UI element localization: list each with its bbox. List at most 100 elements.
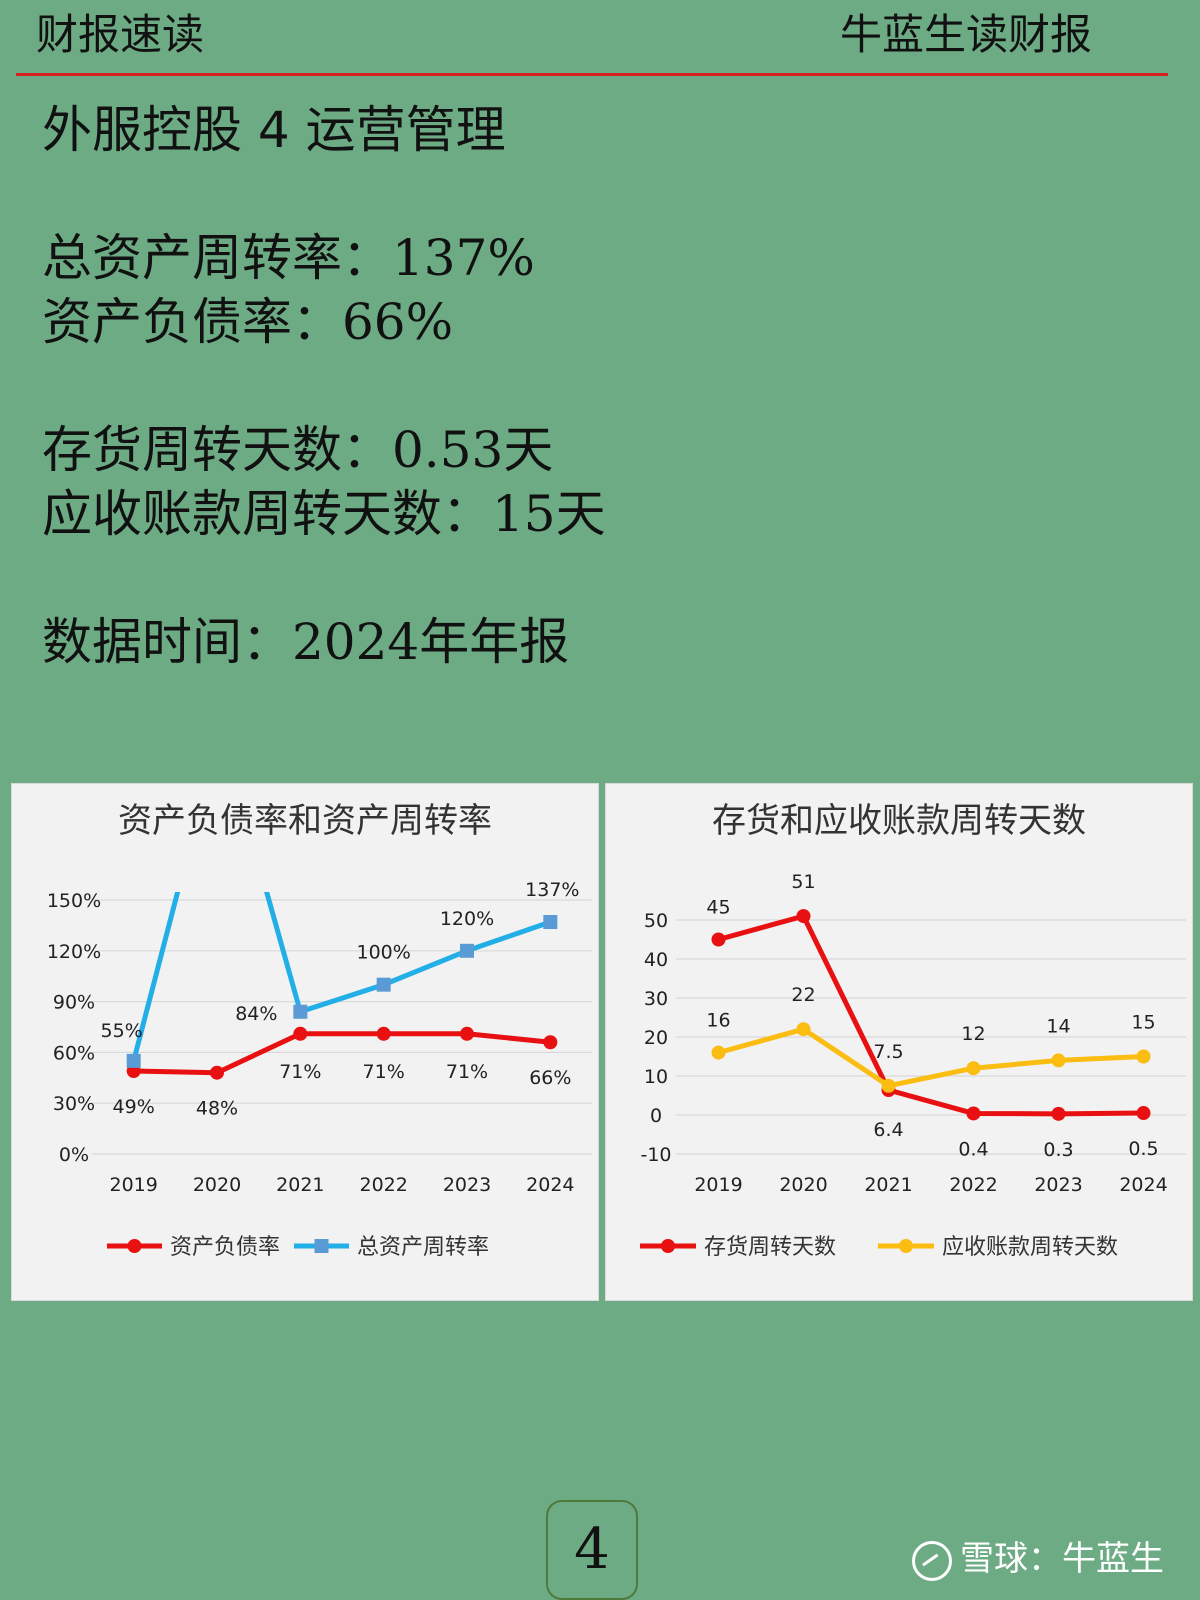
data-point	[210, 1065, 224, 1080]
data-point	[796, 1022, 811, 1037]
series-line	[717, 1026, 1144, 1089]
inventory-days-label: 存货周转天数：	[42, 421, 392, 479]
inventory-days-value: 0.53	[392, 421, 504, 479]
x-tick-label: 2020	[779, 1174, 827, 1196]
data-time-value: 2024	[292, 613, 420, 671]
data-label: 71%	[279, 1061, 321, 1083]
x-tick-label: 2024	[1119, 1174, 1167, 1196]
header-divider	[16, 73, 1168, 76]
data-label: 12	[961, 1023, 985, 1045]
legend-label: 应收账款周转天数	[942, 1235, 1118, 1260]
data-label: 71%	[446, 1061, 488, 1083]
legend-marker	[314, 1239, 329, 1253]
page-number: 4	[546, 1500, 638, 1600]
data-point	[460, 1026, 474, 1041]
x-tick-label: 2023	[1034, 1174, 1082, 1196]
data-point	[881, 1078, 896, 1093]
watermark: 雪球：牛蓝生	[912, 1536, 1164, 1582]
y-tick-label: 20	[644, 1027, 668, 1049]
legend-marker	[661, 1239, 675, 1253]
data-label: 15	[1131, 1012, 1155, 1034]
data-label: 48%	[196, 1098, 238, 1120]
y-tick-label: 0%	[59, 1144, 89, 1166]
data-label: 137%	[525, 879, 579, 901]
data-label: 66%	[529, 1067, 571, 1089]
y-tick-label: 120%	[47, 941, 101, 963]
receivable-days-value: 15	[492, 485, 556, 543]
inventory-days-line: 存货周转天数：0.53天	[42, 418, 553, 482]
x-tick-label: 2023	[443, 1174, 491, 1196]
data-label: 71%	[363, 1061, 405, 1083]
header-left-title: 财报速读	[36, 10, 205, 59]
y-tick-label: -10	[640, 1144, 671, 1166]
legend-label: 总资产周转率	[357, 1235, 489, 1260]
data-label: 0.3	[1043, 1139, 1073, 1161]
y-tick-label: 50	[644, 910, 668, 932]
y-tick-label: 150%	[47, 890, 101, 912]
data-point	[376, 977, 391, 992]
data-time-unit: 年年报	[419, 613, 570, 671]
y-tick-label: 40	[644, 949, 668, 971]
y-tick-label: 30	[644, 988, 668, 1010]
data-label: 84%	[235, 1003, 277, 1025]
chart-title: 存货和应收账款周转天数	[712, 801, 1086, 841]
y-tick-label: 30%	[53, 1093, 95, 1115]
inventory-days-unit: 天	[503, 421, 554, 479]
x-tick-label: 2024	[526, 1174, 574, 1196]
debt-ratio-line: 资产负债率：66%	[42, 290, 453, 354]
chart-turnover-days: 存货和应收账款周转天数 -10 0 10 20 30 40 50 2019 2020 2021 202…	[640, 801, 1186, 1260]
data-point	[796, 909, 811, 924]
data-point	[460, 943, 474, 958]
data-label: 22	[791, 984, 815, 1006]
data-label: 6.4	[873, 1119, 903, 1141]
total-asset-turnover-label: 总资产周转率：	[42, 229, 392, 287]
data-point	[1051, 1106, 1066, 1121]
data-point	[1051, 1053, 1066, 1068]
xueqiu-logo-icon	[912, 1540, 952, 1581]
data-point	[543, 1035, 558, 1050]
chart-title: 资产负债率和资产周转率	[118, 801, 492, 841]
debt-ratio-value: 66%	[342, 293, 454, 351]
data-point	[711, 1045, 726, 1060]
data-label: 100%	[357, 942, 411, 964]
data-label: 7.5	[873, 1041, 903, 1063]
data-point	[966, 1106, 981, 1121]
data-point	[293, 1026, 308, 1041]
y-tick-label: 60%	[53, 1042, 95, 1064]
x-tick-label: 2019	[694, 1174, 742, 1196]
data-point	[543, 915, 558, 930]
series-line	[717, 913, 1144, 1117]
data-time-line: 数据时间：2024年年报	[42, 610, 569, 674]
y-tick-label: 90%	[53, 992, 95, 1014]
total-asset-turnover-line: 总资产周转率：137%	[42, 226, 535, 290]
x-tick-label: 2022	[949, 1174, 997, 1196]
legend-label: 资产负债率	[170, 1235, 280, 1260]
series-line	[133, 1031, 551, 1076]
watermark-text: 雪球：牛蓝生	[960, 1539, 1164, 1579]
receivable-days-line: 应收账款周转天数：15天	[42, 482, 606, 546]
data-point	[1136, 1049, 1151, 1064]
legend-marker	[899, 1239, 913, 1253]
header-right-title: 牛蓝生读财报	[839, 10, 1092, 59]
data-label: 0.5	[1128, 1138, 1158, 1160]
x-tick-label: 2021	[276, 1174, 324, 1196]
data-label: 16	[706, 1010, 730, 1032]
receivable-days-unit: 天	[555, 485, 606, 543]
x-tick-label: 2022	[359, 1174, 407, 1196]
data-time-label: 数据时间：	[42, 613, 292, 671]
data-label: 14	[1046, 1015, 1070, 1037]
x-tick-label: 2020	[193, 1174, 241, 1196]
total-asset-turnover-value: 137%	[392, 229, 535, 287]
receivable-days-label: 应收账款周转天数：	[42, 485, 492, 543]
y-tick-label: 10	[644, 1066, 668, 1088]
chart-panel-turnover-days: 存货和应收账款周转天数 -10 0 10 20 30 40 50 2019 2020 2021 202…	[605, 783, 1193, 1301]
data-label: 51	[791, 871, 815, 893]
data-label: 120%	[440, 908, 494, 930]
data-label: 55%	[101, 1020, 143, 1042]
page-title: 外服控股 4 运营管理	[42, 101, 506, 159]
debt-ratio-label: 资产负债率：	[42, 293, 342, 351]
data-point	[1136, 1106, 1151, 1121]
data-point	[126, 1053, 141, 1068]
data-point	[711, 932, 726, 947]
data-label: 45	[706, 897, 730, 919]
